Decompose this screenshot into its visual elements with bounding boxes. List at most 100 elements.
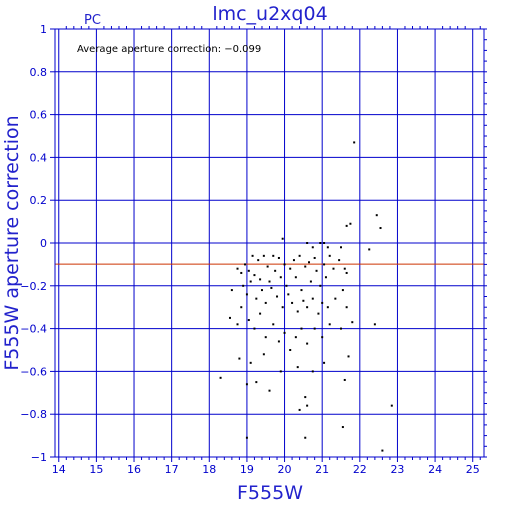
data-point bbox=[281, 306, 284, 309]
data-point bbox=[296, 366, 299, 369]
y-tick-label: 0.2 bbox=[30, 194, 48, 207]
data-point bbox=[341, 289, 344, 292]
data-point bbox=[283, 263, 286, 266]
x-tick-label: 15 bbox=[89, 463, 103, 476]
data-point bbox=[345, 271, 348, 274]
data-point bbox=[319, 284, 322, 287]
x-axis-ticks bbox=[58, 26, 481, 462]
data-point bbox=[240, 271, 243, 274]
data-point bbox=[306, 242, 309, 244]
data-point bbox=[306, 306, 309, 309]
data-point bbox=[255, 297, 258, 300]
data-point bbox=[283, 331, 286, 334]
x-tick-label: 25 bbox=[466, 463, 480, 476]
data-point bbox=[323, 263, 326, 266]
data-point bbox=[326, 306, 329, 309]
data-point bbox=[279, 276, 282, 279]
x-axis-title: F555W bbox=[237, 482, 303, 504]
y-tick-label: −0.8 bbox=[20, 408, 47, 421]
data-point bbox=[332, 267, 335, 270]
data-point bbox=[279, 370, 282, 373]
data-point bbox=[292, 259, 295, 262]
data-point bbox=[334, 297, 337, 300]
data-point bbox=[253, 274, 256, 277]
data-point bbox=[228, 316, 231, 319]
x-tick-label: 17 bbox=[165, 463, 179, 476]
data-point bbox=[272, 323, 275, 326]
data-point bbox=[368, 248, 371, 251]
data-point bbox=[257, 259, 260, 262]
data-point bbox=[219, 376, 222, 379]
y-tick-label: 0.4 bbox=[30, 151, 48, 164]
x-tick-label: 14 bbox=[52, 463, 66, 476]
data-point bbox=[353, 141, 356, 144]
x-tick-label: 18 bbox=[202, 463, 216, 476]
data-point bbox=[264, 301, 267, 304]
data-point bbox=[242, 284, 245, 287]
x-tick-label: 21 bbox=[315, 463, 329, 476]
data-point bbox=[268, 389, 271, 392]
x-tick-label: 24 bbox=[428, 463, 442, 476]
y-tick-label: 1 bbox=[40, 23, 47, 36]
y-tick-label: 0.6 bbox=[30, 109, 48, 122]
y-axis-tick-labels: −1 −0.8 −0.6 −0.4 −0.2 0 0.2 0.4 0.6 0.8 1 bbox=[20, 23, 47, 464]
data-point bbox=[349, 222, 352, 225]
y-axis-ticks bbox=[50, 28, 487, 458]
data-point bbox=[324, 276, 327, 279]
y-tick-label: −0.6 bbox=[20, 365, 47, 378]
data-point bbox=[381, 449, 384, 452]
data-point bbox=[285, 284, 288, 287]
data-point bbox=[340, 246, 342, 249]
data-point bbox=[300, 289, 303, 292]
data-point bbox=[259, 278, 262, 281]
data-point bbox=[338, 259, 341, 262]
x-tick-label: 20 bbox=[278, 463, 292, 476]
data-point bbox=[323, 361, 326, 364]
data-point bbox=[321, 336, 324, 339]
data-point bbox=[375, 214, 378, 217]
data-point bbox=[245, 383, 248, 386]
data-point bbox=[277, 340, 280, 343]
data-point bbox=[238, 357, 241, 360]
data-point bbox=[298, 254, 301, 257]
data-point bbox=[270, 286, 273, 289]
data-point bbox=[311, 246, 314, 249]
data-point bbox=[245, 436, 248, 439]
data-point bbox=[277, 256, 280, 259]
data-point bbox=[390, 404, 393, 407]
data-point bbox=[249, 361, 252, 364]
y-tick-label: −0.4 bbox=[20, 323, 47, 336]
data-point bbox=[262, 254, 265, 257]
data-point bbox=[259, 312, 262, 315]
data-point bbox=[313, 256, 316, 259]
data-point bbox=[255, 381, 258, 384]
data-point bbox=[287, 293, 290, 296]
data-point bbox=[272, 254, 275, 257]
chart-title: lmc_u2xq04 bbox=[212, 3, 327, 25]
data-point bbox=[268, 280, 271, 283]
y-tick-label: 0 bbox=[40, 237, 47, 250]
y-tick-label: 0.8 bbox=[30, 66, 48, 79]
data-point bbox=[306, 404, 309, 407]
data-point bbox=[302, 299, 305, 302]
y-tick-label: −1 bbox=[31, 451, 47, 464]
data-point bbox=[247, 269, 250, 272]
data-point bbox=[300, 327, 303, 330]
data-point bbox=[236, 267, 239, 270]
data-point bbox=[251, 254, 254, 257]
data-point bbox=[326, 246, 329, 249]
data-point bbox=[313, 327, 316, 330]
data-point bbox=[311, 370, 314, 373]
data-point bbox=[245, 293, 248, 296]
data-point bbox=[298, 408, 301, 411]
data-point bbox=[319, 242, 322, 244]
data-point bbox=[309, 280, 312, 283]
data-point bbox=[253, 327, 256, 330]
data-point bbox=[276, 295, 279, 298]
data-point bbox=[249, 280, 252, 283]
data-point bbox=[304, 396, 307, 399]
data-point bbox=[379, 227, 382, 230]
data-point bbox=[345, 224, 348, 227]
data-point bbox=[281, 237, 284, 240]
